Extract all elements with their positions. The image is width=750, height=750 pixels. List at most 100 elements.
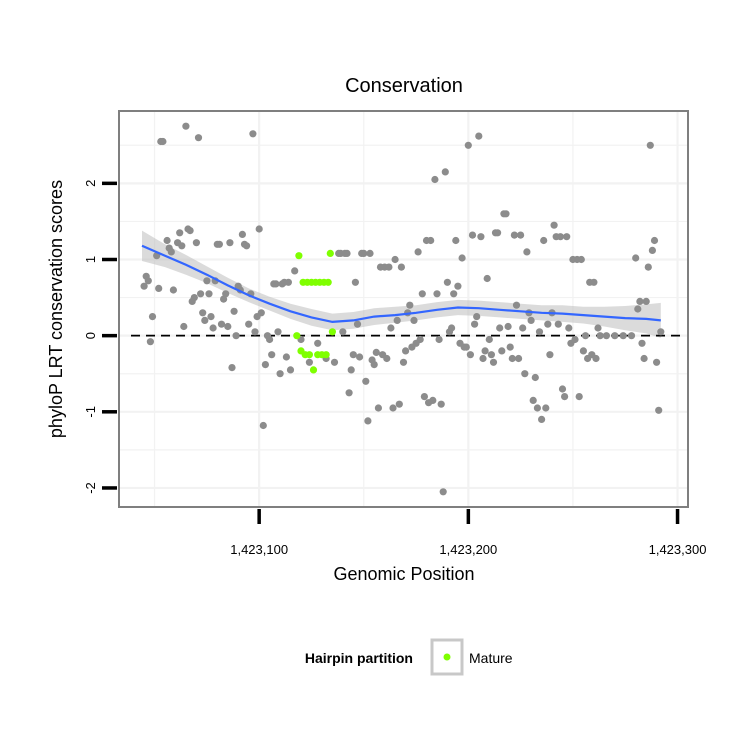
data-point bbox=[222, 290, 230, 298]
data-point bbox=[638, 339, 646, 347]
data-point bbox=[508, 354, 516, 363]
data-point bbox=[512, 301, 521, 309]
data-point bbox=[535, 328, 544, 336]
data-point bbox=[266, 335, 274, 344]
data-point bbox=[402, 347, 410, 355]
data-point bbox=[343, 249, 351, 257]
data-point bbox=[345, 389, 353, 397]
data-point bbox=[653, 358, 661, 366]
x-tick-label: 1,423,100 bbox=[230, 542, 288, 557]
data-point bbox=[416, 335, 424, 344]
data-point bbox=[579, 347, 588, 355]
data-point bbox=[462, 343, 470, 351]
data-point bbox=[182, 122, 190, 130]
data-point bbox=[550, 221, 558, 229]
data-point bbox=[561, 393, 569, 401]
data-point bbox=[504, 322, 512, 331]
data-point bbox=[592, 354, 600, 363]
data-point bbox=[481, 347, 489, 355]
mature-point bbox=[305, 351, 313, 359]
data-point bbox=[169, 286, 177, 294]
data-point bbox=[521, 370, 529, 378]
data-point bbox=[519, 324, 527, 332]
data-point bbox=[232, 332, 240, 340]
data-point bbox=[611, 332, 619, 340]
mature-point bbox=[322, 351, 330, 359]
mature-point bbox=[324, 278, 332, 286]
data-point bbox=[209, 324, 217, 332]
mature-points bbox=[293, 249, 336, 374]
data-points bbox=[140, 122, 665, 496]
data-point bbox=[251, 328, 259, 336]
data-point bbox=[339, 328, 347, 336]
data-point bbox=[431, 175, 439, 184]
data-point bbox=[544, 320, 552, 328]
data-point bbox=[286, 366, 295, 374]
data-point bbox=[655, 406, 663, 414]
data-point bbox=[437, 400, 445, 408]
data-point bbox=[542, 404, 550, 412]
data-point bbox=[374, 404, 382, 412]
data-point bbox=[636, 297, 644, 305]
data-point bbox=[284, 278, 292, 286]
data-point bbox=[360, 249, 368, 257]
data-point bbox=[155, 284, 163, 292]
y-axis-title: phyloP LRT conservation scores bbox=[46, 180, 66, 438]
data-point bbox=[640, 354, 648, 363]
data-point bbox=[353, 320, 362, 328]
data-point bbox=[372, 348, 380, 356]
data-point bbox=[272, 280, 280, 288]
y-axis: -2 -1 0 1 2 bbox=[83, 180, 117, 494]
y-tick-label: -1 bbox=[83, 406, 98, 418]
x-axis-title: Genomic Position bbox=[333, 564, 474, 584]
y-tick-label: -2 bbox=[83, 482, 98, 494]
data-point bbox=[255, 225, 263, 233]
data-point bbox=[362, 377, 370, 385]
data-point bbox=[502, 210, 510, 218]
data-point bbox=[581, 332, 590, 340]
data-point bbox=[596, 332, 604, 340]
data-point bbox=[494, 229, 502, 237]
data-point bbox=[349, 351, 357, 359]
data-point bbox=[439, 488, 447, 496]
data-point bbox=[487, 351, 495, 359]
data-point bbox=[192, 239, 200, 247]
data-point bbox=[414, 248, 422, 256]
plot-panel-border bbox=[118, 110, 689, 508]
data-point bbox=[590, 278, 598, 286]
data-point bbox=[180, 322, 188, 331]
data-point bbox=[644, 263, 652, 271]
data-point bbox=[243, 242, 251, 250]
data-point bbox=[427, 236, 435, 245]
data-point bbox=[276, 370, 284, 378]
data-point bbox=[648, 246, 657, 254]
data-point bbox=[602, 332, 611, 340]
data-point bbox=[531, 373, 539, 382]
data-point bbox=[632, 254, 640, 262]
y-tick-label: 1 bbox=[83, 256, 98, 263]
data-point bbox=[385, 263, 393, 271]
data-point bbox=[443, 278, 451, 286]
data-point bbox=[554, 320, 562, 328]
data-point bbox=[575, 393, 583, 401]
x-axis: 1,423,100 1,423,200 1,423,300 bbox=[230, 509, 706, 557]
data-point bbox=[454, 282, 462, 290]
data-point bbox=[282, 353, 290, 361]
data-point bbox=[657, 328, 665, 336]
data-point bbox=[429, 396, 437, 404]
data-point bbox=[471, 320, 479, 328]
data-point bbox=[249, 130, 257, 138]
data-point bbox=[291, 267, 299, 275]
data-point bbox=[627, 332, 636, 340]
data-point bbox=[565, 324, 573, 332]
data-point bbox=[203, 277, 211, 285]
legend-title: Hairpin partition bbox=[305, 650, 413, 666]
data-point bbox=[563, 233, 571, 241]
data-point bbox=[356, 353, 364, 361]
data-point bbox=[458, 254, 466, 262]
data-point bbox=[140, 282, 148, 290]
data-point bbox=[538, 415, 546, 423]
data-point bbox=[523, 248, 531, 256]
data-point bbox=[201, 316, 209, 324]
